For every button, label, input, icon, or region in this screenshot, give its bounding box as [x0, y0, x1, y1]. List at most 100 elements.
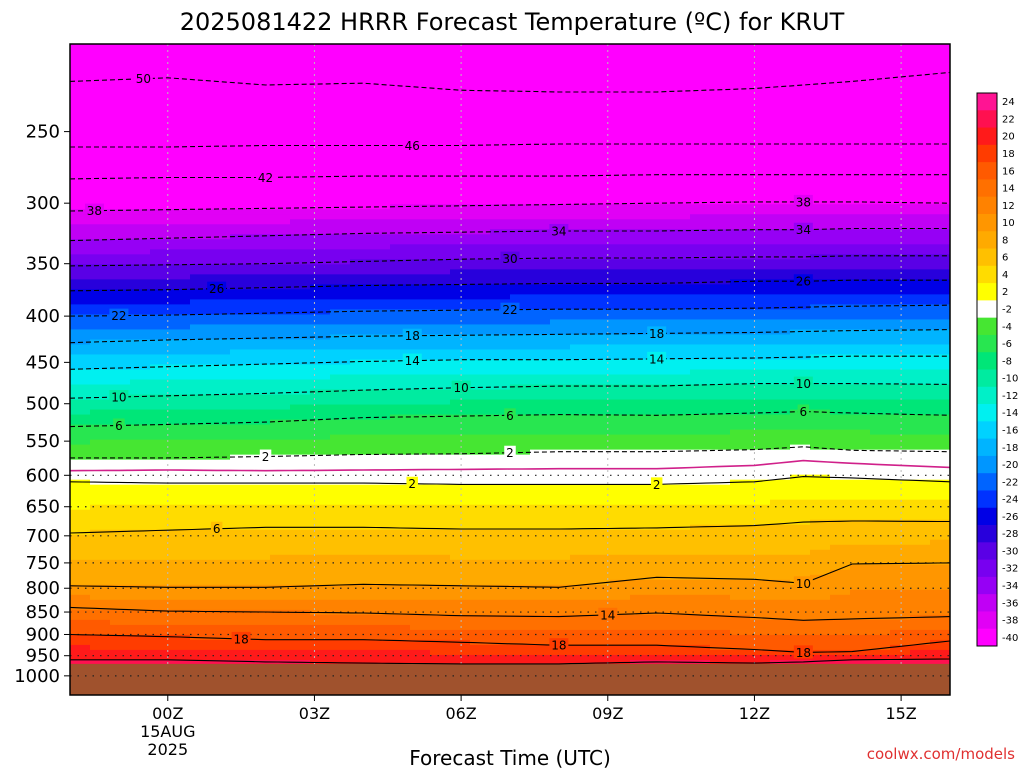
- temperature-cell: [330, 134, 351, 140]
- temperature-cell: [770, 489, 791, 496]
- temperature-cell: [510, 359, 531, 366]
- temperature-cell: [670, 284, 691, 290]
- temperature-cell: [190, 124, 211, 130]
- temperature-cell: [790, 534, 811, 541]
- temperature-cell: [230, 644, 251, 651]
- temperature-cell: [390, 144, 411, 150]
- temperature-cell: [650, 284, 671, 290]
- temperature-cell: [790, 309, 811, 316]
- temperature-cell: [230, 354, 251, 361]
- temperature-cell: [390, 464, 411, 471]
- temperature-cell: [410, 414, 431, 421]
- temperature-cell: [170, 359, 191, 366]
- temperature-cell: [470, 624, 491, 631]
- temperature-cell: [750, 279, 771, 285]
- temperature-cell: [550, 389, 571, 396]
- temperature-cell: [370, 574, 391, 581]
- temperature-cell: [310, 49, 331, 55]
- temperature-cell: [90, 114, 111, 120]
- temperature-cell: [330, 414, 351, 421]
- temperature-cell: [110, 604, 131, 611]
- temperature-cell: [290, 144, 311, 150]
- temperature-cell: [290, 109, 311, 115]
- temperature-cell: [190, 159, 211, 165]
- temperature-cell: [590, 424, 611, 431]
- temperature-cell: [830, 64, 851, 70]
- temperature-cell: [450, 509, 471, 516]
- temperature-cell: [430, 659, 451, 666]
- temperature-cell: [230, 69, 251, 75]
- temperature-cell: [790, 139, 811, 145]
- temperature-cell: [670, 244, 691, 250]
- temperature-cell: [610, 654, 631, 661]
- temperature-cell: [430, 199, 451, 205]
- temperature-cell: [770, 299, 791, 305]
- temperature-cell: [490, 454, 511, 461]
- temperature-cell: [830, 309, 851, 316]
- temperature-cell: [750, 479, 771, 486]
- temperature-cell: [370, 544, 391, 551]
- temperature-cell: [490, 389, 511, 396]
- temperature-cell: [410, 194, 431, 200]
- temperature-cell: [230, 479, 251, 486]
- temperature-cell: [230, 269, 251, 275]
- temperature-cell: [470, 219, 491, 225]
- temperature-cell: [370, 134, 391, 140]
- temperature-cell: [410, 549, 431, 556]
- temperature-cell: [410, 204, 431, 210]
- temperature-cell: [430, 609, 451, 616]
- temperature-cell: [510, 169, 531, 175]
- temperature-cell: [430, 309, 451, 316]
- temperature-cell: [610, 314, 631, 321]
- temperature-cell: [450, 224, 471, 230]
- temperature-cell: [450, 439, 471, 446]
- temperature-cell: [670, 519, 691, 526]
- temperature-cell: [590, 129, 611, 135]
- temperature-cell: [270, 419, 291, 426]
- temperature-cell: [70, 174, 91, 180]
- temperature-cell: [710, 114, 731, 120]
- temperature-cell: [390, 309, 411, 316]
- temperature-cell: [590, 279, 611, 285]
- temperature-cell: [450, 204, 471, 210]
- temperature-cell: [690, 524, 711, 531]
- temperature-cell: [510, 104, 531, 110]
- temperature-cell: [430, 534, 451, 541]
- temperature-cell: [670, 184, 691, 190]
- temperature-cell: [490, 409, 511, 416]
- temperature-cell: [150, 154, 171, 160]
- temperature-cell: [530, 449, 551, 456]
- temperature-cell: [210, 44, 231, 50]
- temperature-cell: [730, 209, 751, 215]
- temperature-cell: [570, 109, 591, 115]
- temperature-cell: [430, 424, 451, 431]
- temperature-cell: [230, 274, 251, 280]
- temperature-cell: [230, 154, 251, 160]
- temperature-cell: [550, 309, 571, 316]
- temperature-cell: [350, 214, 371, 220]
- temperature-cell: [90, 444, 111, 451]
- temperature-cell: [310, 464, 331, 471]
- temperature-cell: [450, 619, 471, 626]
- temperature-cell: [370, 324, 391, 331]
- temperature-cell: [510, 639, 531, 646]
- temperature-cell: [190, 659, 211, 666]
- temperature-cell: [250, 394, 271, 401]
- temperature-cell: [470, 54, 491, 60]
- temperature-cell: [150, 329, 171, 336]
- temperature-cell: [470, 524, 491, 531]
- temperature-cell: [330, 409, 351, 416]
- temperature-cell: [150, 604, 171, 611]
- temperature-cell: [490, 284, 511, 290]
- temperature-cell: [610, 634, 631, 641]
- temperature-cell: [310, 64, 331, 70]
- temperature-cell: [570, 449, 591, 456]
- temperature-cell: [130, 44, 151, 50]
- temperature-cell: [450, 449, 471, 456]
- temperature-cell: [690, 554, 711, 561]
- temperature-cell: [230, 619, 251, 626]
- temperature-cell: [690, 199, 711, 205]
- temperature-cell: [350, 264, 371, 270]
- temperature-cell: [430, 479, 451, 486]
- temperature-cell: [450, 284, 471, 290]
